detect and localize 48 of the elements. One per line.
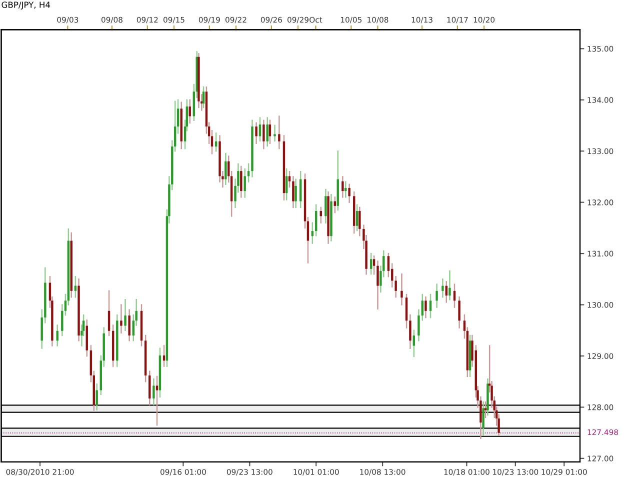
candlestick [342, 176, 344, 198]
candlestick [376, 260, 379, 310]
candlestick [224, 153, 227, 186]
candlestick [288, 170, 291, 188]
candlestick [400, 273, 403, 306]
candlestick [436, 284, 438, 308]
candlestick [358, 206, 361, 236]
candlestick [262, 120, 265, 150]
candlestick [120, 304, 122, 334]
candlestick [299, 170, 302, 208]
candlestick [387, 252, 390, 278]
candlestick [324, 188, 327, 224]
candlestick [266, 117, 268, 147]
candlestick [274, 124, 276, 142]
candlestick [405, 294, 408, 328]
candlestick [152, 378, 155, 406]
candlestick [128, 309, 130, 342]
candlestick [348, 184, 350, 203]
candlestick [421, 294, 424, 321]
candlestick [156, 376, 158, 426]
candlestick [370, 252, 372, 275]
candlestick [124, 299, 126, 331]
candlestick [482, 401, 484, 436]
candlestick [56, 324, 58, 346]
candlestick [240, 166, 242, 198]
candlestick [409, 314, 412, 349]
candlestick [244, 168, 246, 198]
candlestick [418, 309, 420, 342]
candlestick [202, 86, 205, 108]
candlestick [448, 270, 451, 300]
candlestick [356, 204, 358, 232]
candlestick [108, 290, 110, 336]
chart-title: GBP/JPY, H4 [2, 2, 50, 10]
candlestick [278, 116, 280, 150]
candlestick [294, 178, 297, 208]
candlestick [292, 176, 294, 208]
candlestick [314, 204, 318, 236]
candlestick [285, 168, 288, 200]
candlestick [96, 384, 98, 410]
candlestick [255, 122, 258, 144]
candlestick [148, 370, 151, 406]
candlestick [484, 401, 487, 418]
candlestick [442, 278, 444, 298]
candlestick [458, 296, 460, 328]
candlestick [188, 99, 191, 124]
candlestick [372, 255, 376, 275]
candlestick [424, 296, 427, 318]
candlestick [429, 294, 432, 318]
